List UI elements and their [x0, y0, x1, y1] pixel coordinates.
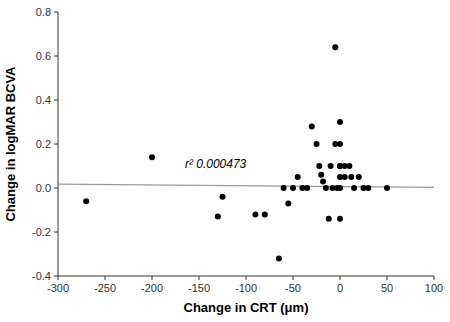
scatter-point — [262, 211, 268, 217]
y-tick-label: 0.8 — [36, 6, 51, 18]
scatter-point — [252, 211, 258, 217]
x-tick-label: -100 — [235, 282, 257, 294]
x-tick — [387, 276, 388, 280]
scatter-point — [351, 185, 357, 191]
scatter-point — [149, 154, 155, 160]
scatter-point — [323, 185, 329, 191]
scatter-point — [285, 200, 291, 206]
scatter-point — [215, 214, 221, 220]
scatter-point — [332, 44, 338, 50]
y-tick — [54, 12, 58, 13]
scatter-point — [328, 163, 334, 169]
y-tick-label: -0.2 — [32, 226, 51, 238]
scatter-point — [337, 141, 343, 147]
y-tick-label: 0.6 — [36, 50, 51, 62]
x-tick-label: -300 — [47, 282, 69, 294]
scatter-point — [326, 216, 332, 222]
x-axis-label: Change in CRT (μm) — [184, 300, 309, 315]
y-axis-label: Change in logMAR BCVA — [3, 66, 18, 222]
scatter-point — [281, 185, 287, 191]
scatter-point — [346, 163, 352, 169]
scatter-point — [316, 163, 322, 169]
scatter-point — [320, 178, 326, 184]
scatter-point — [304, 185, 310, 191]
scatter-point — [276, 255, 282, 261]
y-tick-label: 0.4 — [36, 94, 51, 106]
scatter-point — [348, 174, 354, 180]
scatter-point — [295, 174, 301, 180]
x-tick — [105, 276, 106, 280]
x-tick-label: -250 — [94, 282, 116, 294]
x-tick-label: -150 — [188, 282, 210, 294]
scatter-point — [220, 194, 226, 200]
background — [0, 0, 450, 322]
x-tick-label: -200 — [141, 282, 163, 294]
x-tick — [199, 276, 200, 280]
scatter-point — [83, 198, 89, 204]
plot-area — [58, 44, 434, 261]
x-tick — [246, 276, 247, 280]
y-tick — [54, 188, 58, 189]
trendline — [58, 184, 434, 187]
scatter-point — [365, 185, 371, 191]
scatter-point — [384, 185, 390, 191]
scatter-point — [356, 174, 362, 180]
scatter-point — [314, 141, 320, 147]
y-tick-label: 0.0 — [36, 182, 51, 194]
y-tick — [54, 56, 58, 57]
x-tick-label: -50 — [285, 282, 301, 294]
chart: -300 -250 -200 -150 -100 -50 0 50 100 -0.4 -0.2 0.0… — [0, 0, 450, 322]
scatter-point — [337, 185, 343, 191]
y-tick — [54, 144, 58, 145]
x-tick-label: 50 — [381, 282, 393, 294]
x-tick — [340, 276, 341, 280]
scatter-point — [309, 123, 315, 129]
y-tick-label: 0.2 — [36, 138, 51, 150]
x-tick — [58, 276, 59, 280]
x-tick — [152, 276, 153, 280]
x-tick-label: 100 — [425, 282, 443, 294]
annotation: r² 0.000473 — [185, 157, 247, 171]
scatter-point — [342, 174, 348, 180]
scatter-point — [318, 172, 324, 178]
y-tick — [54, 232, 58, 233]
x-tick — [434, 276, 435, 280]
y-tick — [54, 276, 58, 277]
scatter-point — [337, 216, 343, 222]
x-tick — [293, 276, 294, 280]
y-tick-label: -0.4 — [32, 270, 51, 282]
y-tick — [54, 100, 58, 101]
x-tick-label: 0 — [337, 282, 343, 294]
scatter-point — [290, 185, 296, 191]
scatter-point — [337, 119, 343, 125]
